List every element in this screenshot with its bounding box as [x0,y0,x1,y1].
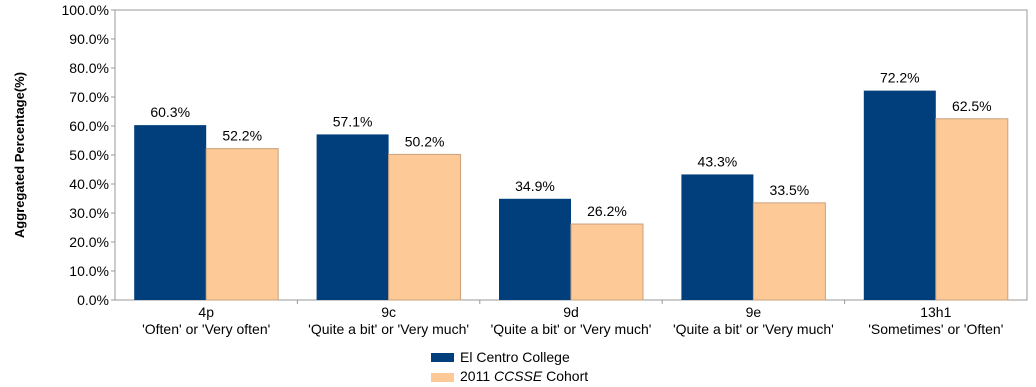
data-label: 60.3% [150,104,190,120]
data-label: 43.3% [698,153,738,169]
bar [134,125,207,300]
bar-series: 60.3% 52.2% 57.1% 50.2% 34.9% 26.2% 43.3% 33.5%… [134,70,1009,301]
bar [388,153,462,301]
category-desc-label: 'Quite a bit' or 'Very much' [308,321,469,337]
bar [499,198,571,300]
y-tick-label: 60.0% [69,118,109,134]
category-desc-label: 'Sometimes' or 'Often' [868,321,1003,337]
x-axis: 4p'Often' or 'Very often'9c'Quite a bit'… [142,300,1003,337]
category-code-label: 9d [563,304,579,320]
legend-label-cohort-prefix: 2011 [460,368,494,384]
legend: El Centro College 2011 CCSSE Cohort [431,349,588,384]
y-axis-label: Aggregated Percentage(%) [12,72,27,238]
data-label: 33.5% [770,182,810,198]
y-tick-label: 30.0% [69,205,109,221]
bar [570,223,644,301]
data-label: 72.2% [880,70,920,86]
data-label: 34.9% [515,178,555,194]
bar [316,134,389,300]
category-desc-label: 'Often' or 'Very often' [142,321,270,337]
y-tick-label: 90.0% [69,31,109,47]
y-tick-label: 10.0% [69,263,109,279]
category-code-label: 9e [746,304,762,320]
category-code-label: 9c [381,304,396,320]
y-tick-label: 50.0% [69,147,109,163]
legend-swatch-cohort [431,373,454,382]
y-axis: 0.0% 10.0% 20.0% 30.0% 40.0% 50.0% 60.0% 70.0% 8… [62,2,115,308]
category-desc-label: 'Quite a bit' or 'Very much' [673,321,834,337]
legend-label-cohort-italic: CCSSE [494,368,543,384]
y-tick-label: 0.0% [77,292,109,308]
y-tick-label: 100.0% [62,2,109,18]
data-label: 26.2% [587,203,627,219]
bar [935,118,1009,301]
category-code-label: 4p [198,304,214,320]
legend-swatch-el-centro [431,353,454,362]
legend-label-el-centro: El Centro College [460,349,570,365]
y-tick-label: 40.0% [69,176,109,192]
category-code-label: 13h1 [920,304,951,320]
y-tick-label: 20.0% [69,234,109,250]
bar [205,148,279,301]
legend-label-cohort-suffix: Cohort [542,368,588,384]
data-label: 62.5% [952,98,992,114]
data-label: 57.1% [333,113,373,129]
data-label: 50.2% [405,133,445,149]
data-label: 52.2% [222,128,262,144]
bar [681,174,754,300]
bar [752,202,826,301]
legend-label-cohort: 2011 CCSSE Cohort [460,368,588,384]
y-tick-label: 80.0% [69,60,109,76]
category-desc-label: 'Quite a bit' or 'Very much' [491,321,652,337]
y-tick-label: 70.0% [69,89,109,105]
bar [863,90,936,301]
